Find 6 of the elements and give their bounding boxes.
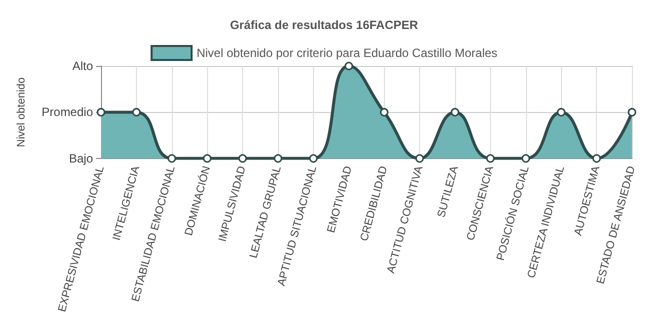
text: Alto (72, 59, 94, 73)
text: Promedio (42, 105, 94, 120)
chart-title: Gráfica de resultados 16FACPER (230, 18, 418, 32)
y-axis-title: Nivel obtenido (16, 77, 28, 148)
text: Bajo (68, 151, 94, 166)
legend-label: Nivel obtenido por criterio para Eduardo Castillo Morales (196, 46, 498, 60)
